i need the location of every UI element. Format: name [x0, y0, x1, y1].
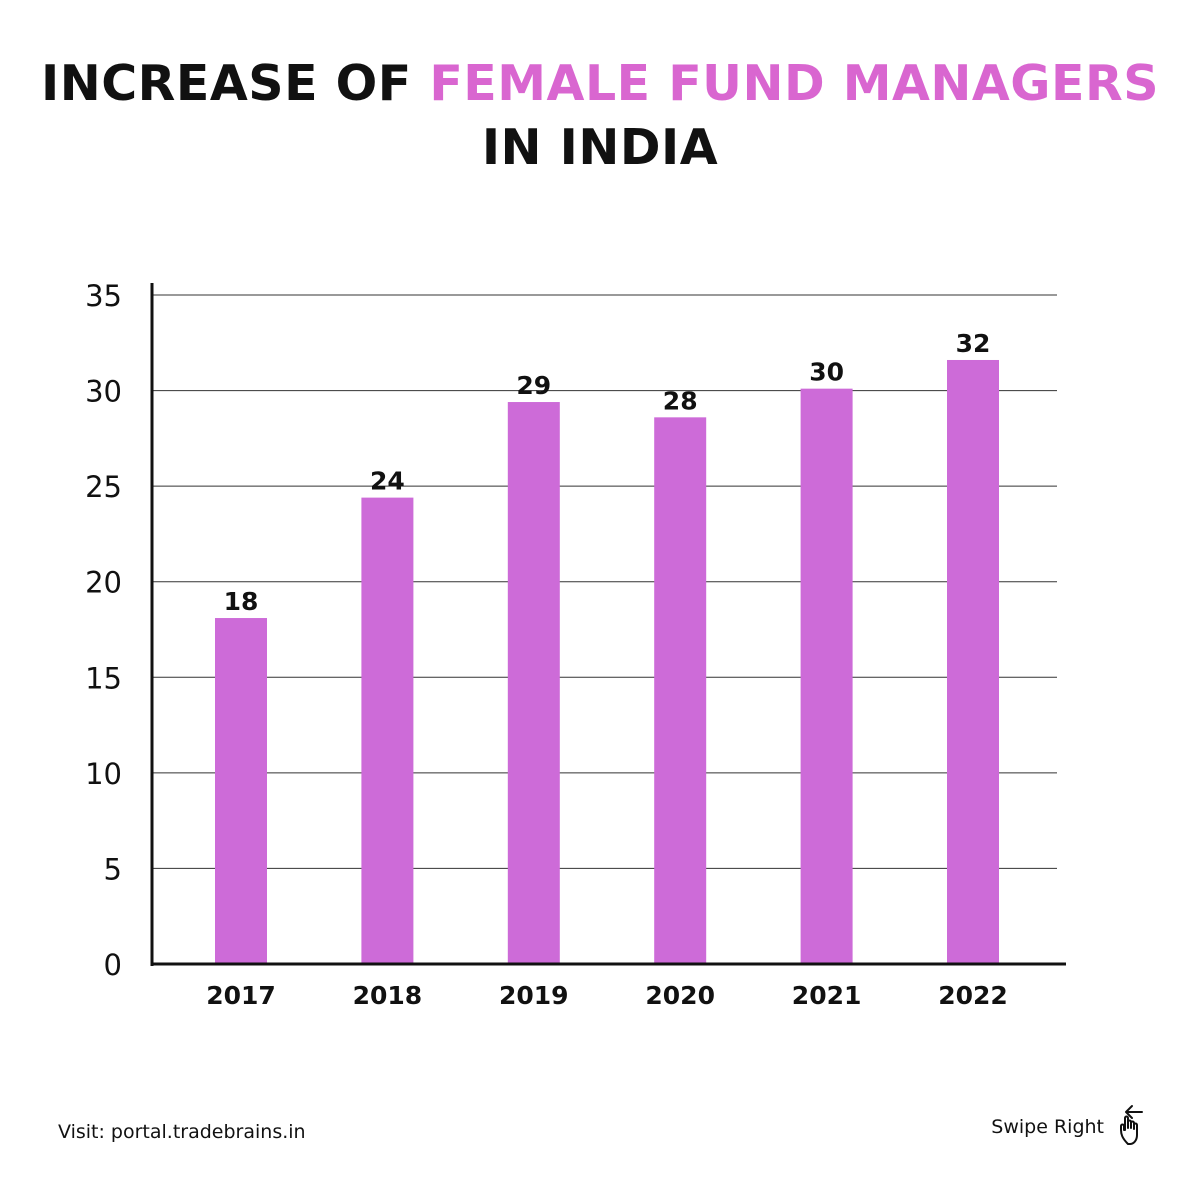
- y-tick-label: 30: [85, 375, 122, 409]
- x-tick-label-2017: 2017: [206, 981, 276, 1010]
- title-prefix: INCREASE OF: [40, 55, 412, 112]
- data-label-2020: 28: [663, 386, 698, 415]
- y-tick-label: 20: [85, 566, 122, 600]
- bar-2020: [654, 417, 707, 964]
- data-label-2021: 30: [809, 358, 844, 387]
- bar-2018: [361, 497, 414, 964]
- y-tick-label: 5: [104, 852, 122, 886]
- data-label-2019: 29: [516, 371, 551, 400]
- x-tick-label-2019: 2019: [499, 981, 569, 1010]
- y-tick-label: 10: [85, 757, 122, 791]
- title-accent: FEMALE FUND MANAGERS: [429, 55, 1160, 112]
- y-tick-label: 25: [85, 470, 122, 504]
- visit-link[interactable]: Visit: portal.tradebrains.in: [58, 1121, 306, 1143]
- bar-2021: [800, 388, 853, 964]
- y-tick-label: 0: [104, 948, 122, 982]
- data-label-2018: 24: [370, 467, 405, 496]
- swipe-hand-icon[interactable]: [1118, 1104, 1152, 1148]
- bar-2019: [507, 402, 560, 964]
- x-tick-label-2021: 2021: [792, 981, 862, 1010]
- y-tick-label: 15: [85, 661, 122, 695]
- data-label-2017: 18: [224, 587, 259, 616]
- bar-2017: [215, 618, 267, 964]
- chart-title: INCREASE OF FEMALE FUND MANAGERS IN INDI…: [0, 52, 1200, 180]
- title-line-2: IN INDIA: [481, 119, 719, 176]
- x-tick-label-2022: 2022: [938, 981, 1008, 1010]
- x-tick-label-2018: 2018: [353, 981, 423, 1010]
- y-tick-label: 35: [85, 279, 122, 313]
- title-line-1: INCREASE OF FEMALE FUND MANAGERS: [0, 52, 1200, 116]
- bar-2022: [947, 359, 999, 964]
- swipe-right-label[interactable]: Swipe Right: [991, 1116, 1104, 1138]
- data-label-2022: 32: [956, 329, 991, 358]
- x-tick-label-2020: 2020: [645, 981, 715, 1010]
